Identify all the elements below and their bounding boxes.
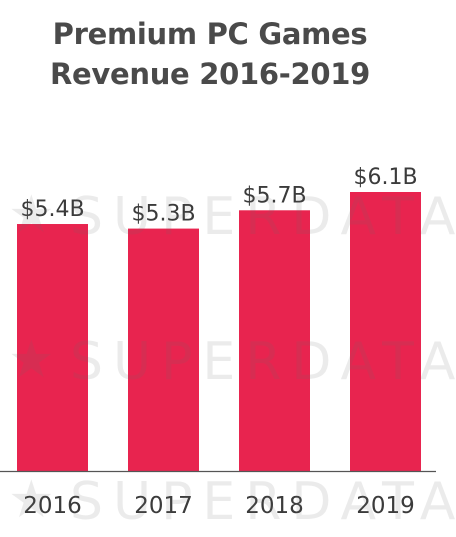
bar-2019 — [350, 192, 421, 471]
x-tick-label-2016: 2016 — [23, 493, 82, 519]
data-label-2019: $6.1B — [353, 165, 417, 190]
x-tick-label-2018: 2018 — [245, 493, 304, 519]
chart-title: Premium PC Games Revenue 2016-2019 — [0, 14, 420, 94]
data-label-2018: $5.7B — [242, 183, 306, 208]
bar-2018 — [239, 210, 310, 471]
chart-title-line-1: Premium PC Games — [52, 17, 368, 51]
bar-2016 — [17, 224, 88, 471]
data-label-2016: $5.4B — [20, 197, 84, 222]
x-tick-label-2017: 2017 — [134, 493, 193, 519]
chart-title-line-2: Revenue 2016-2019 — [50, 57, 370, 91]
data-label-2017: $5.3B — [131, 202, 195, 227]
x-tick-label-2019: 2019 — [356, 493, 415, 519]
bar-2017 — [128, 228, 199, 471]
